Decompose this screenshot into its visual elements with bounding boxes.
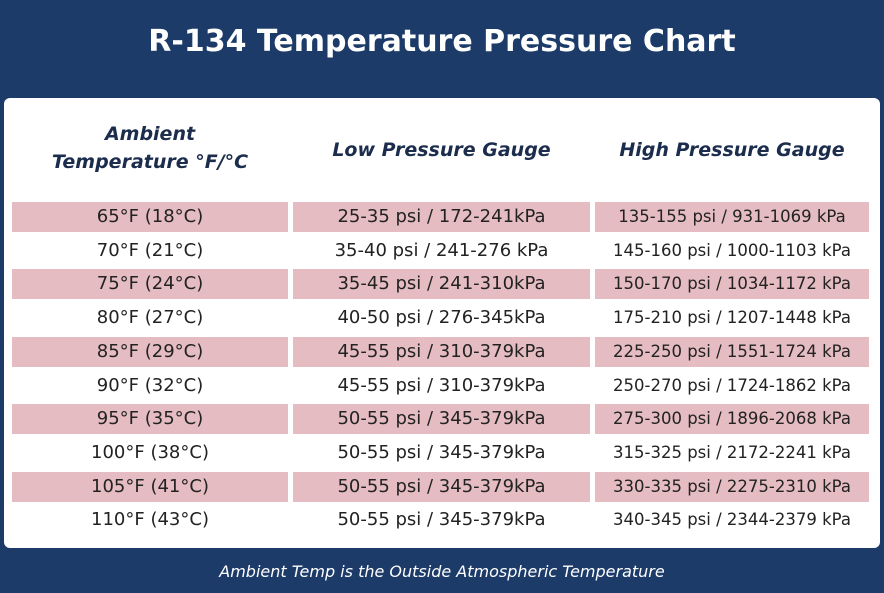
table-cell: 25-35 psi / 172-241kPa xyxy=(293,202,590,232)
footer-note: Ambient Temp is the Outside Atmospheric … xyxy=(219,562,665,581)
title: R-134 Temperature Pressure Chart xyxy=(148,24,736,59)
header-line: Temperature °F/°C xyxy=(51,151,249,173)
table-cell: 50-55 psi / 345-379kPa xyxy=(293,404,590,435)
table-cell: 40-50 psi / 276-345kPa xyxy=(337,307,546,329)
table-cell: 35-40 psi / 241-276 kPa xyxy=(334,239,549,261)
table-cell: 330-335 psi / 2275-2310 kPa xyxy=(595,471,869,502)
table-cell: 275-300 psi / 1896-2068 kPa xyxy=(595,404,869,435)
table-cell: 145-160 psi / 1000-1103 kPa xyxy=(613,240,851,260)
table-cell: 105°F (41°C) xyxy=(12,471,288,502)
table-cell: 45-55 psi / 310-379kPa xyxy=(293,336,590,367)
table-cell: 45-55 psi / 310-379kPa xyxy=(337,374,546,396)
table-cell: 150-170 psi / 1034-1172 kPa xyxy=(595,269,869,300)
table-cell: 35-45 psi / 241-310kPa xyxy=(293,269,590,300)
table-cell: 225-250 psi / 1551-1724 kPa xyxy=(595,336,869,367)
table-cell: 250-270 psi / 1724-1862 kPa xyxy=(613,375,851,395)
header-line: Ambient xyxy=(104,123,196,145)
table-cell: 50-55 psi / 345-379kPa xyxy=(293,471,590,502)
table-cell: 90°F (32°C) xyxy=(96,374,204,396)
table-cell: 80°F (27°C) xyxy=(96,307,204,329)
table-cell: 135-155 psi / 931-1069 kPa xyxy=(595,202,869,232)
table-cell: 85°F (29°C) xyxy=(12,336,288,367)
column-header: Ambient Temperature °F/°C xyxy=(12,120,288,176)
table-cell: 175-210 psi / 1207-1448 kPa xyxy=(613,308,851,328)
column-header: High Pressure Gauge xyxy=(619,139,845,161)
table-cell: 70°F (21°C) xyxy=(96,239,204,261)
table-cell: 65°F (18°C) xyxy=(12,202,288,232)
column-header: Low Pressure Gauge xyxy=(332,139,551,161)
table-cell: 75°F (24°C) xyxy=(12,269,288,300)
table-cell: 340-345 psi / 2344-2379 kPa xyxy=(613,510,851,530)
table-cell: 315-325 psi / 2172-2241 kPa xyxy=(613,442,851,462)
table-cell: 110°F (43°C) xyxy=(91,509,209,531)
table-cell: 50-55 psi / 345-379kPa xyxy=(337,509,546,531)
table-cell: 95°F (35°C) xyxy=(12,404,288,435)
table-cell: 50-55 psi / 345-379kPa xyxy=(337,441,546,463)
table-cell: 100°F (38°C) xyxy=(91,441,209,463)
